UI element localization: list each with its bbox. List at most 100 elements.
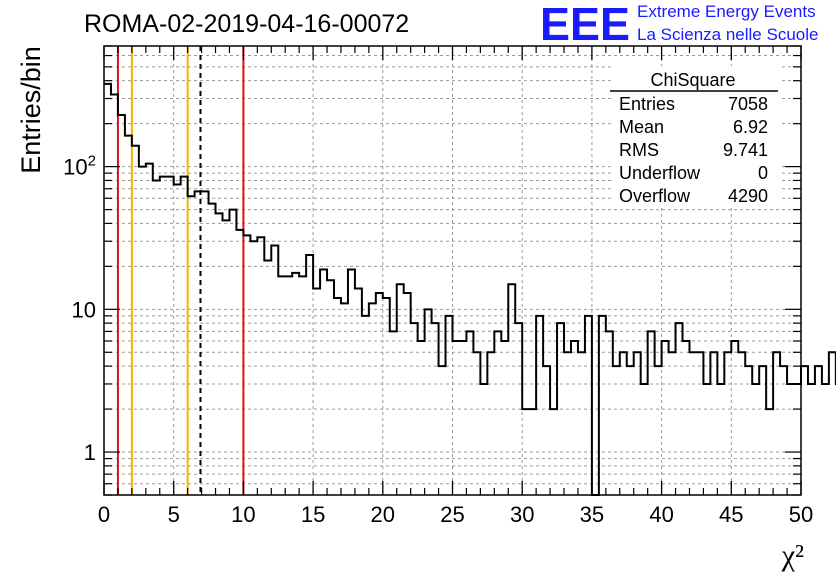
stats-row-label: Mean — [619, 117, 664, 137]
histogram-bin — [167, 177, 174, 495]
x-tick-label: 50 — [789, 502, 813, 527]
histogram-bin — [453, 341, 460, 495]
x-tick-label: 15 — [301, 502, 325, 527]
histogram-bin — [209, 204, 216, 495]
x-tick-label: 40 — [649, 502, 673, 527]
y-tick-label: 10 — [72, 297, 96, 322]
histogram-bin — [111, 95, 118, 495]
histogram-bin — [745, 366, 752, 495]
stats-box-background — [612, 66, 780, 206]
histogram-bin — [250, 241, 257, 495]
histogram-bin — [648, 331, 655, 495]
histogram-bin — [731, 341, 738, 495]
histogram-bin — [752, 384, 759, 495]
histogram-bin — [738, 352, 745, 495]
x-tick-label: 5 — [168, 502, 180, 527]
stats-row-value: 6.92 — [733, 117, 768, 137]
x-tick-label: 20 — [371, 502, 395, 527]
histogram-bin — [662, 341, 669, 495]
histogram-bin — [543, 366, 550, 495]
histogram-bin — [362, 316, 369, 495]
histogram-bin — [202, 191, 209, 495]
histogram-bin — [571, 341, 578, 495]
histogram-bin — [669, 352, 676, 495]
histogram-bin — [153, 180, 160, 495]
histogram-bin — [655, 366, 662, 495]
histogram-bin — [320, 270, 327, 495]
histogram-bin — [696, 352, 703, 495]
histogram-bin — [759, 366, 766, 495]
stats-box-title: ChiSquare — [650, 70, 735, 90]
histogram-bin — [710, 352, 717, 495]
histogram-bin — [780, 366, 787, 495]
histogram-bin — [327, 280, 334, 495]
x-tick-label: 45 — [719, 502, 743, 527]
histogram-bin — [313, 288, 320, 495]
stats-row-label: RMS — [619, 140, 659, 160]
histogram-bin — [146, 164, 153, 495]
eee-logo-line2: La Scienza nelle Scuole — [637, 25, 818, 44]
chart-title: ROMA-02-2019-04-16-00072 — [84, 10, 409, 38]
histogram-bin — [829, 352, 836, 495]
histogram-bin — [222, 220, 229, 495]
x-tick-label: 25 — [440, 502, 464, 527]
histogram-bin — [480, 384, 487, 495]
stats-box: ChiSquare Entries 7058 Mean 6.92 RMS 9.741 Und… — [610, 66, 780, 206]
histogram-bin — [104, 84, 111, 495]
x-tick-label: 0 — [98, 502, 110, 527]
histogram-bin — [822, 384, 829, 495]
x-tick-label: 35 — [580, 502, 604, 527]
histogram-bin — [787, 384, 794, 495]
histogram-bin — [494, 331, 501, 495]
stats-row-value: 0 — [758, 163, 768, 183]
y-axis-ticks: 1 10 102 — [63, 45, 801, 496]
stats-row-label: Underflow — [619, 163, 701, 183]
stats-row-value: 9.741 — [723, 140, 768, 160]
histogram-bin — [355, 288, 362, 495]
histogram-bin — [620, 352, 627, 495]
histogram-bin — [466, 331, 473, 495]
histogram-bin — [425, 309, 432, 495]
histogram-bin — [473, 352, 480, 495]
histogram-bin — [773, 352, 780, 495]
reference-lines — [116, 46, 245, 495]
histogram-bin — [459, 341, 466, 495]
histogram-bin — [139, 167, 146, 495]
histogram-bin — [181, 177, 188, 495]
y-tick-label: 1 — [84, 440, 96, 465]
histogram-bin — [348, 270, 355, 495]
histogram-bin — [606, 331, 613, 495]
histogram-bin — [703, 384, 710, 495]
histogram-bin — [118, 115, 125, 495]
histogram-bin — [808, 384, 815, 495]
histogram-bin — [487, 352, 494, 495]
histogram-bin — [689, 352, 696, 495]
histogram-bin — [599, 316, 606, 495]
stats-row-label: Entries — [619, 94, 675, 114]
y-tick-label: 102 — [63, 153, 96, 180]
histogram-bin — [264, 260, 271, 495]
histogram-bin — [801, 366, 808, 495]
histogram-bin — [724, 352, 731, 495]
histogram-bin — [160, 177, 167, 495]
histogram-bin — [236, 230, 243, 495]
histogram-bin — [243, 235, 250, 495]
histogram-bin — [174, 184, 181, 495]
stats-row-value: 4290 — [728, 186, 768, 206]
histogram-bin — [271, 246, 278, 495]
histogram-bin — [627, 366, 634, 495]
stats-row-label: Overflow — [619, 186, 691, 206]
x-tick-label: 10 — [231, 502, 255, 527]
histogram-bin — [634, 352, 641, 495]
eee-logo-line1: Extreme Energy Events — [637, 2, 816, 21]
histogram-bin — [641, 384, 648, 495]
histogram-bin — [683, 341, 690, 495]
histogram-bin — [439, 366, 446, 495]
x-axis-ticks: 0 5 10 15 20 25 30 35 40 45 50 — [98, 46, 813, 527]
histogram-bin — [216, 213, 223, 495]
histogram-bin — [125, 136, 132, 495]
histogram-bin — [390, 331, 397, 495]
histogram-bin — [564, 352, 571, 495]
histogram-bin — [815, 366, 822, 495]
histogram-bin — [585, 316, 592, 495]
